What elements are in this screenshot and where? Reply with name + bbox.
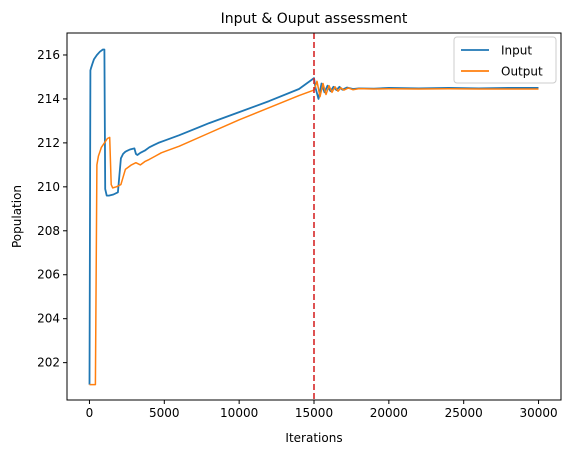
y-axis-label: Population [10, 185, 24, 248]
legend-label-output: Output [501, 65, 543, 79]
x-tick-label: 25000 [445, 406, 483, 420]
y-tick-label: 204 [37, 312, 60, 326]
y-tick-label: 208 [37, 224, 60, 238]
x-tick-label: 15000 [295, 406, 333, 420]
x-tick-label: 0 [86, 406, 94, 420]
x-axis-label: Iterations [285, 431, 342, 445]
legend-label-input: Input [501, 44, 532, 58]
y-tick-label: 202 [37, 356, 60, 370]
y-tick-label: 214 [37, 92, 60, 106]
x-tick-label: 10000 [220, 406, 258, 420]
y-tick-label: 210 [37, 180, 60, 194]
x-tick-label: 5000 [149, 406, 180, 420]
series-line-output [89, 80, 539, 386]
plot-area [88, 33, 539, 400]
chart-title: Input & Ouput assessment [221, 11, 408, 27]
x-tick-label: 20000 [370, 406, 408, 420]
x-tick-label: 30000 [519, 406, 557, 420]
legend: Input Output [453, 36, 557, 84]
y-tick-label: 206 [37, 268, 60, 282]
y-tick-label: 212 [37, 136, 60, 150]
y-tick-label: 216 [37, 48, 60, 62]
